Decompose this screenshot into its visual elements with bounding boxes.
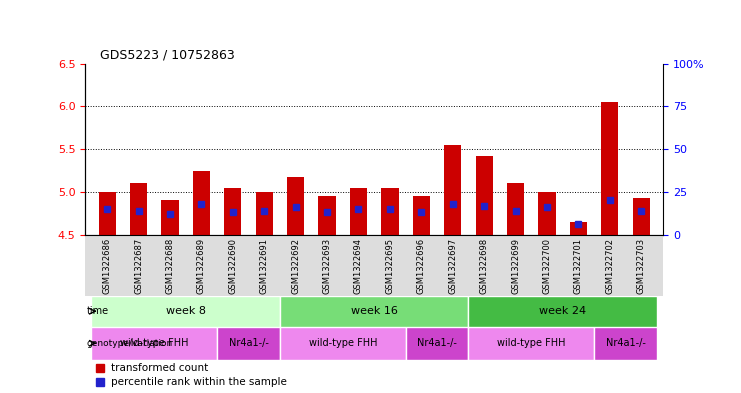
Bar <box>280 296 468 327</box>
Bar <box>476 156 493 235</box>
Bar <box>570 222 587 235</box>
Bar <box>280 327 405 360</box>
Bar <box>225 187 242 235</box>
Bar <box>413 196 430 235</box>
Bar <box>350 187 367 235</box>
Text: GSM1322701: GSM1322701 <box>574 238 583 294</box>
Bar <box>538 192 556 235</box>
Bar <box>130 183 147 235</box>
Bar <box>162 200 179 235</box>
Text: week 24: week 24 <box>539 306 586 316</box>
Bar <box>256 192 273 235</box>
Bar <box>444 145 462 235</box>
Text: GSM1322695: GSM1322695 <box>385 238 394 294</box>
Bar <box>594 327 657 360</box>
Bar <box>91 296 280 327</box>
Text: GSM1322697: GSM1322697 <box>448 238 457 294</box>
Bar <box>99 192 116 235</box>
Bar <box>468 327 594 360</box>
Text: GSM1322703: GSM1322703 <box>637 238 645 294</box>
Text: GSM1322686: GSM1322686 <box>103 238 112 294</box>
Bar <box>405 327 468 360</box>
Bar <box>633 198 650 235</box>
Text: week 8: week 8 <box>166 306 206 316</box>
Bar <box>91 327 217 360</box>
Bar <box>601 102 619 235</box>
Text: wild-type FHH: wild-type FHH <box>120 338 188 348</box>
Bar <box>217 327 280 360</box>
Bar <box>468 296 657 327</box>
Text: Nr4a1-/-: Nr4a1-/- <box>229 338 268 348</box>
Text: GDS5223 / 10752863: GDS5223 / 10752863 <box>100 49 235 62</box>
Text: week 16: week 16 <box>350 306 398 316</box>
Text: percentile rank within the sample: percentile rank within the sample <box>111 377 287 387</box>
Text: GSM1322694: GSM1322694 <box>354 238 363 294</box>
Text: genotype/variation: genotype/variation <box>87 339 173 348</box>
Text: GSM1322700: GSM1322700 <box>542 238 551 294</box>
Text: GSM1322690: GSM1322690 <box>228 238 237 294</box>
Bar <box>319 196 336 235</box>
Bar <box>507 183 524 235</box>
Text: wild-type FHH: wild-type FHH <box>308 338 377 348</box>
Text: GSM1322687: GSM1322687 <box>134 238 143 294</box>
Text: GSM1322691: GSM1322691 <box>260 238 269 294</box>
Text: wild-type FHH: wild-type FHH <box>497 338 565 348</box>
Text: GSM1322699: GSM1322699 <box>511 238 520 294</box>
Text: GSM1322698: GSM1322698 <box>479 238 488 294</box>
Text: GSM1322693: GSM1322693 <box>322 238 331 294</box>
Bar <box>382 187 399 235</box>
Bar <box>193 171 210 235</box>
Text: GSM1322689: GSM1322689 <box>197 238 206 294</box>
Bar <box>287 177 305 235</box>
Text: GSM1322696: GSM1322696 <box>417 238 426 294</box>
Text: Nr4a1-/-: Nr4a1-/- <box>605 338 645 348</box>
Text: Nr4a1-/-: Nr4a1-/- <box>417 338 457 348</box>
Text: GSM1322688: GSM1322688 <box>165 238 175 294</box>
Text: GSM1322702: GSM1322702 <box>605 238 614 294</box>
Text: time: time <box>87 306 109 316</box>
Text: GSM1322692: GSM1322692 <box>291 238 300 294</box>
Text: transformed count: transformed count <box>111 364 208 373</box>
